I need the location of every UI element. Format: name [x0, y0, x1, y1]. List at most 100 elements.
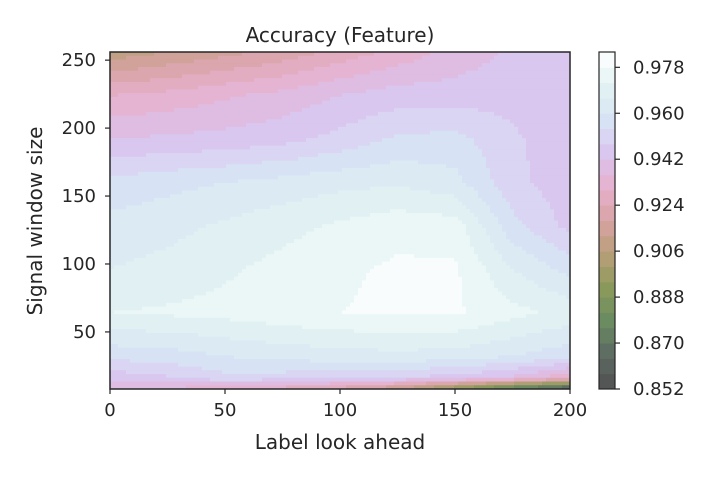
- contour-cell: [406, 55, 411, 61]
- contour-cell: [450, 78, 455, 83]
- contour-cell: [178, 156, 183, 162]
- contour-cell: [386, 190, 391, 195]
- contour-cell: [258, 81, 263, 87]
- contour-cell: [454, 130, 459, 135]
- contour-cell: [186, 100, 191, 106]
- contour-cell: [522, 156, 527, 162]
- contour-cell: [278, 104, 283, 109]
- contour-cell: [538, 130, 543, 135]
- contour-cell: [254, 156, 259, 162]
- contour-cell: [294, 201, 299, 207]
- contour-cell: [318, 96, 323, 102]
- contour-cell: [406, 93, 411, 98]
- contour-cell: [290, 96, 295, 102]
- contour-cell: [170, 141, 175, 147]
- contour-cell: [258, 175, 263, 180]
- contour-cell: [550, 198, 555, 203]
- contour-cell: [478, 138, 483, 143]
- contour-cell: [538, 85, 543, 91]
- contour-cell: [330, 66, 335, 72]
- contour-cell: [326, 104, 331, 109]
- contour-cell: [282, 104, 287, 109]
- contour-cell: [318, 111, 323, 117]
- contour-cell: [250, 100, 255, 106]
- contour-cell: [158, 153, 163, 158]
- contour-cell: [358, 149, 363, 154]
- contour-cell: [346, 183, 351, 188]
- contour-cell: [398, 111, 403, 117]
- contour-cell: [378, 205, 383, 210]
- contour-cell: [370, 108, 375, 113]
- contour-cell: [514, 108, 519, 113]
- contour-cell: [314, 93, 319, 98]
- contour-cell: [118, 171, 123, 177]
- contour-cell: [326, 201, 331, 207]
- contour-cell: [394, 179, 399, 184]
- contour-cell: [302, 205, 307, 210]
- contour-cell: [246, 108, 251, 113]
- contour-cell: [206, 156, 211, 162]
- contour-cell: [558, 141, 563, 147]
- contour-cell: [186, 63, 191, 68]
- contour-cell: [142, 93, 147, 98]
- contour-cell: [254, 149, 259, 154]
- contour-cell: [114, 126, 119, 132]
- contour-cell: [254, 194, 259, 199]
- contour-cell: [482, 209, 487, 214]
- contour-cell: [298, 89, 303, 94]
- contour-cell: [402, 156, 407, 162]
- contour-cell: [390, 138, 395, 143]
- contour-cell: [278, 201, 283, 207]
- contour-cell: [566, 186, 570, 192]
- contour-cell: [122, 119, 127, 124]
- contour-cell: [214, 55, 219, 61]
- contour-cell: [282, 130, 287, 135]
- contour-cell: [562, 74, 567, 79]
- contour-cell: [346, 138, 351, 143]
- contour-cell: [562, 153, 567, 158]
- contour-cell: [242, 78, 247, 83]
- contour-cell: [114, 153, 119, 158]
- contour-cell: [534, 123, 539, 128]
- contour-cell: [406, 160, 411, 165]
- contour-cell: [550, 78, 555, 83]
- contour-cell: [258, 52, 263, 57]
- contour-cell: [410, 111, 415, 117]
- contour-cell: [554, 59, 559, 64]
- contour-cell: [318, 156, 323, 162]
- contour-cell: [126, 198, 131, 203]
- contour-cell: [226, 66, 231, 72]
- contour-cell: [534, 81, 539, 87]
- contour-cell: [314, 164, 319, 169]
- contour-cell: [310, 168, 315, 173]
- contour-cell: [194, 179, 199, 184]
- contour-cell: [214, 168, 219, 173]
- contour-cell: [342, 156, 347, 162]
- contour-cell: [470, 153, 475, 158]
- contour-cell: [306, 183, 311, 188]
- contour-cell: [454, 141, 459, 147]
- contour-cell: [366, 190, 371, 195]
- contour-cell: [114, 205, 119, 210]
- contour-cell: [346, 111, 351, 117]
- contour-cell: [154, 190, 159, 195]
- contour-cell: [146, 123, 151, 128]
- contour-cell: [362, 55, 367, 61]
- contour-cell: [358, 100, 363, 106]
- contour-cell: [478, 153, 483, 158]
- contour-cell: [258, 108, 263, 113]
- contour-cell: [486, 156, 491, 162]
- contour-cell: [166, 194, 171, 199]
- contour-cell: [142, 175, 147, 180]
- contour-cell: [474, 149, 479, 154]
- contour-cell: [162, 96, 167, 102]
- contour-cell: [398, 194, 403, 199]
- contour-cell: [322, 134, 327, 139]
- contour-cell: [170, 164, 175, 169]
- contour-cell: [418, 70, 423, 76]
- contour-cell: [386, 145, 391, 150]
- contour-cell: [474, 89, 479, 94]
- contour-cell: [158, 171, 163, 177]
- contour-cell: [362, 66, 367, 72]
- contour-cell: [538, 111, 543, 117]
